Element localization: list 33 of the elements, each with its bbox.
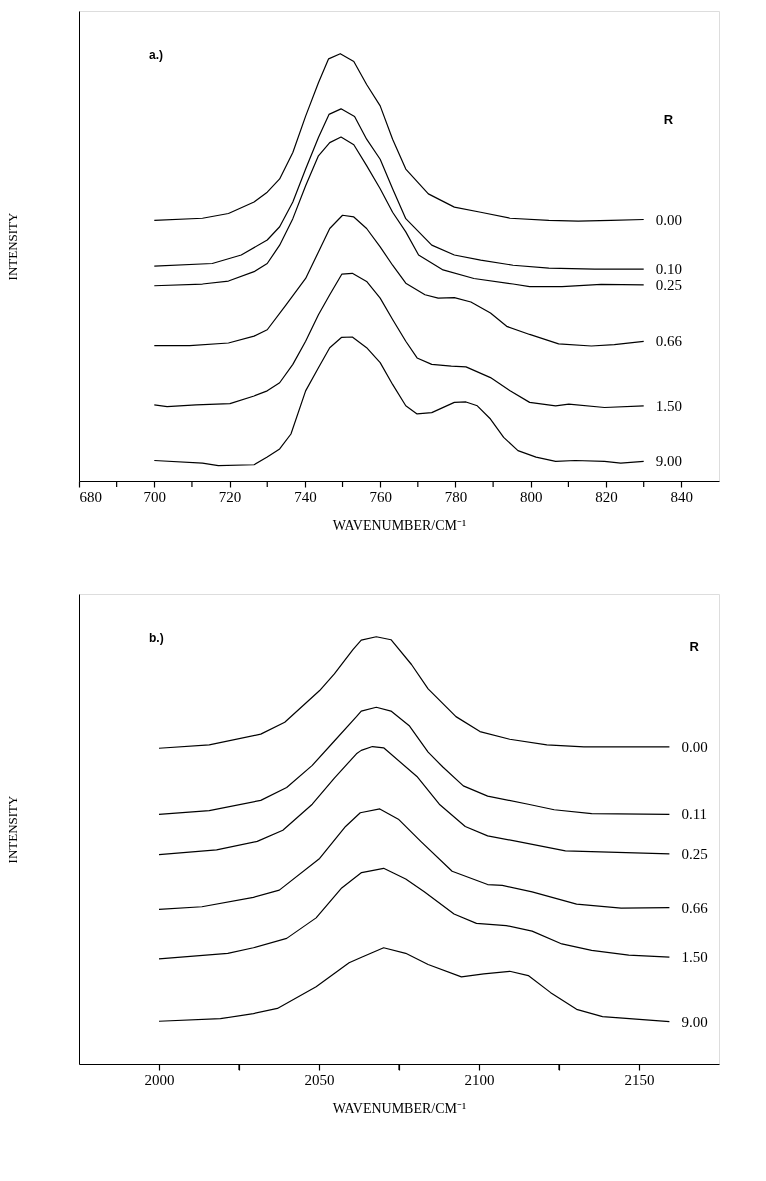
series-label: 0.10: [655, 261, 682, 278]
legend-title: R: [689, 638, 700, 654]
x-tick-label: 820: [595, 488, 618, 505]
x-tick-label: 740: [294, 488, 317, 505]
x-axis-title: WAVENUMBER/CM⁻¹: [332, 517, 467, 533]
series-label: 1.50: [655, 397, 682, 414]
x-tick-label: 2050: [304, 1071, 335, 1088]
x-tick-label: 680: [79, 488, 102, 505]
x-tick-label: 780: [444, 488, 468, 505]
legend-title: R: [663, 111, 674, 127]
x-tick-label: 800: [520, 488, 543, 505]
series-label: 0.00: [681, 738, 708, 755]
series-label: 0.11: [681, 806, 708, 823]
series-label: 0.66: [681, 899, 709, 916]
x-tick-label: 2000: [144, 1071, 175, 1088]
series-label: 0.00: [655, 211, 682, 228]
annotation: b.): [149, 631, 164, 645]
x-tick-label: 700: [143, 488, 167, 505]
series-label: 9.00: [655, 453, 682, 470]
x-tick-label: 2100: [464, 1071, 495, 1088]
series-label: 0.25: [655, 276, 682, 293]
series-label: 1.50: [681, 949, 708, 966]
x-tick-label: 760: [369, 488, 392, 505]
x-tick-label: 2150: [624, 1071, 655, 1088]
y-axis-title: INTENSITY: [4, 794, 20, 864]
x-tick-label: 720: [218, 488, 242, 505]
x-tick-label: 840: [670, 488, 694, 505]
x-axis-title: WAVENUMBER/CM⁻¹: [332, 1100, 467, 1116]
series-label: 0.66: [655, 333, 683, 350]
series-label: 0.25: [681, 845, 708, 862]
series-label: 9.00: [681, 1013, 708, 1030]
y-axis-title: INTENSITY: [4, 211, 20, 281]
annotation: a.): [149, 48, 164, 62]
